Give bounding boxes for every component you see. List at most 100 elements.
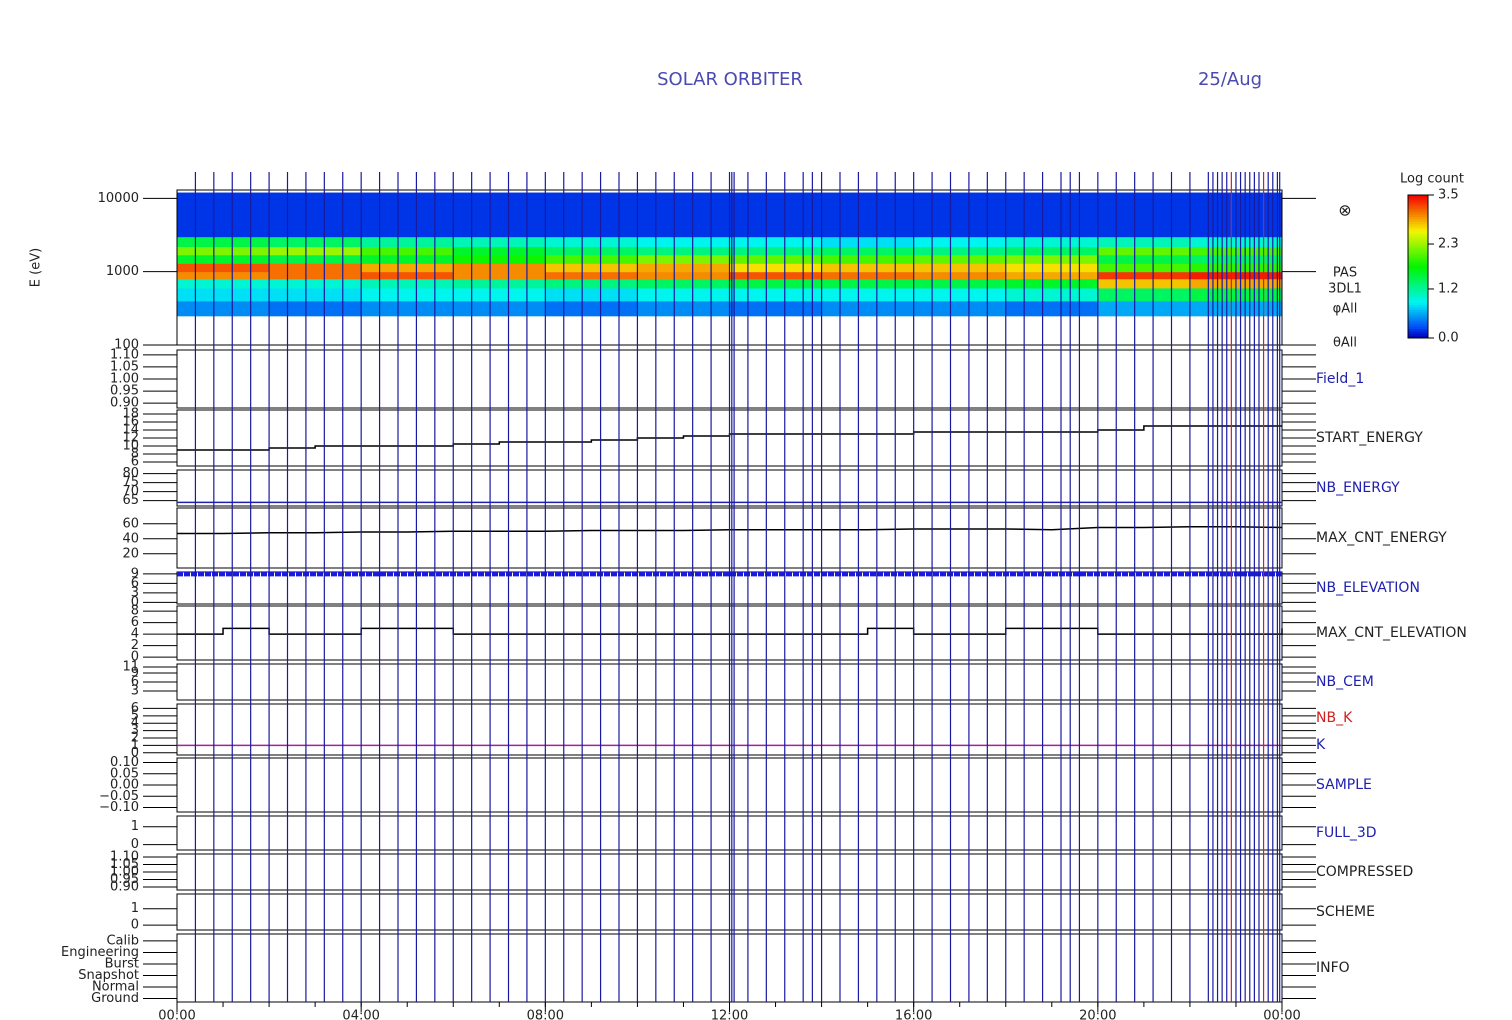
heatmap-cell	[269, 278, 362, 289]
y-tick-label: Engineering	[61, 945, 139, 960]
y-tick-label: 14	[122, 423, 139, 438]
colorbar-step	[1408, 295, 1428, 298]
heatmap-cell	[637, 246, 730, 256]
colorbar-step	[1408, 214, 1428, 217]
colorbar-step	[1408, 330, 1428, 334]
colorbar-step	[1408, 299, 1428, 303]
colorbar-step	[1408, 233, 1428, 237]
colorbar-step	[1408, 221, 1428, 225]
colorbar-step	[1408, 311, 1428, 315]
y-tick-label: 1000	[106, 264, 139, 279]
heatmap-cell	[177, 192, 270, 238]
heatmap-cell	[729, 246, 823, 256]
y-axis-label: E (eV)	[29, 248, 44, 287]
y-tick-label: 0	[131, 595, 139, 610]
heatmap-cell	[361, 271, 454, 280]
y-tick-label: 16	[122, 415, 139, 430]
colorbar-step	[1408, 249, 1428, 253]
panel-label: START_ENERGY	[1316, 430, 1423, 446]
colorbar-step	[1408, 204, 1428, 208]
heatmap-cell	[913, 300, 1007, 317]
heatmap-cell	[913, 246, 1007, 256]
heatmap-cell	[1005, 246, 1099, 256]
heatmap-cell	[637, 300, 730, 317]
panel-label: NB_ENERGY	[1316, 480, 1400, 496]
colorbar-step	[1408, 323, 1428, 327]
heatmap-cell	[637, 254, 730, 264]
colorbar-step	[1408, 321, 1428, 325]
y-tick-label: −0.10	[99, 800, 139, 815]
y-tick-label: 4	[131, 716, 139, 731]
colorbar-step	[1408, 266, 1428, 270]
panel-label: K	[1316, 737, 1326, 753]
heatmap-cell	[1005, 300, 1099, 317]
heatmap-cell	[453, 271, 546, 280]
y-tick-label: 6	[131, 455, 139, 470]
panel-label: NB_K	[1316, 710, 1353, 726]
colorbar-step	[1408, 326, 1428, 329]
heatmap-cell	[177, 271, 270, 280]
panel-label: MAX_CNT_ELEVATION	[1316, 625, 1467, 641]
heatmap-cell	[821, 278, 915, 289]
colorbar-tick-label: 3.5	[1438, 188, 1459, 203]
panel-label: PAS	[1333, 266, 1357, 281]
colorbar-step	[1408, 302, 1428, 306]
colorbar-step	[1408, 240, 1428, 244]
heatmap-cell	[361, 300, 454, 317]
y-tick-label: 2	[131, 731, 139, 746]
x-tick-label: 16:00	[895, 1009, 932, 1020]
x-tick-label: 00:00	[158, 1009, 195, 1020]
colorbar-step	[1408, 228, 1428, 232]
colorbar-step	[1408, 264, 1428, 267]
y-tick-label: 1.00	[110, 372, 139, 387]
colorbar-step	[1408, 209, 1428, 213]
x-tick-label: 20:00	[1079, 1009, 1116, 1020]
heatmap-cell	[729, 263, 823, 273]
y-tick-label: 65	[122, 493, 139, 508]
colorbar-step	[1408, 273, 1428, 277]
heatmap-cell	[1097, 278, 1191, 289]
heatmap-cell	[1097, 254, 1191, 264]
y-tick-label: 1	[131, 738, 139, 753]
heatmap-cell	[269, 300, 362, 317]
y-tick-label: 20	[122, 546, 139, 561]
colorbar-step	[1408, 307, 1428, 310]
heatmap-cell	[637, 278, 730, 289]
heatmap-cell	[177, 236, 270, 248]
heatmap-cell	[821, 263, 915, 273]
y-tick-label: 10	[122, 439, 139, 454]
heatmap-cell	[637, 236, 730, 248]
y-tick-label: 3	[131, 585, 139, 600]
y-tick-label: 9	[131, 566, 139, 581]
colorbar-step	[1408, 199, 1428, 203]
heatmap-cell	[361, 246, 454, 256]
colorbar-tick-label: 2.3	[1438, 237, 1459, 252]
colorbar-step	[1408, 235, 1428, 239]
heatmap-cell	[821, 271, 915, 280]
panel-label: 3DL1	[1328, 282, 1362, 297]
y-tick-label: 75	[122, 475, 139, 490]
heatmap-cell	[1005, 254, 1099, 264]
heatmap-cell	[1097, 287, 1191, 302]
x-tick-label: 04:00	[342, 1009, 379, 1020]
colorbar-step	[1408, 335, 1428, 339]
y-tick-label: 0	[131, 745, 139, 760]
heatmap-cell	[913, 192, 1007, 238]
y-tick-label: 0.05	[110, 766, 139, 781]
colorbar-step	[1408, 268, 1428, 272]
colorbar-step	[1408, 197, 1428, 201]
heatmap-cell	[1097, 271, 1191, 280]
heatmap-cell	[913, 263, 1007, 273]
heatmap-cell	[361, 287, 454, 302]
heatmap-cell	[545, 287, 638, 302]
y-tick-label: 12	[122, 431, 139, 446]
date-label: 25/Aug	[1198, 69, 1262, 90]
x-tick-label: 08:00	[527, 1009, 564, 1020]
colorbar-step	[1408, 211, 1428, 215]
heatmap-cell	[453, 192, 546, 238]
symbol: ⊗	[1338, 201, 1351, 220]
heatmap-cell	[729, 236, 823, 248]
y-tick-label: 6	[131, 576, 139, 591]
y-tick-label: 11	[122, 660, 139, 675]
heatmap-cell	[453, 236, 546, 248]
